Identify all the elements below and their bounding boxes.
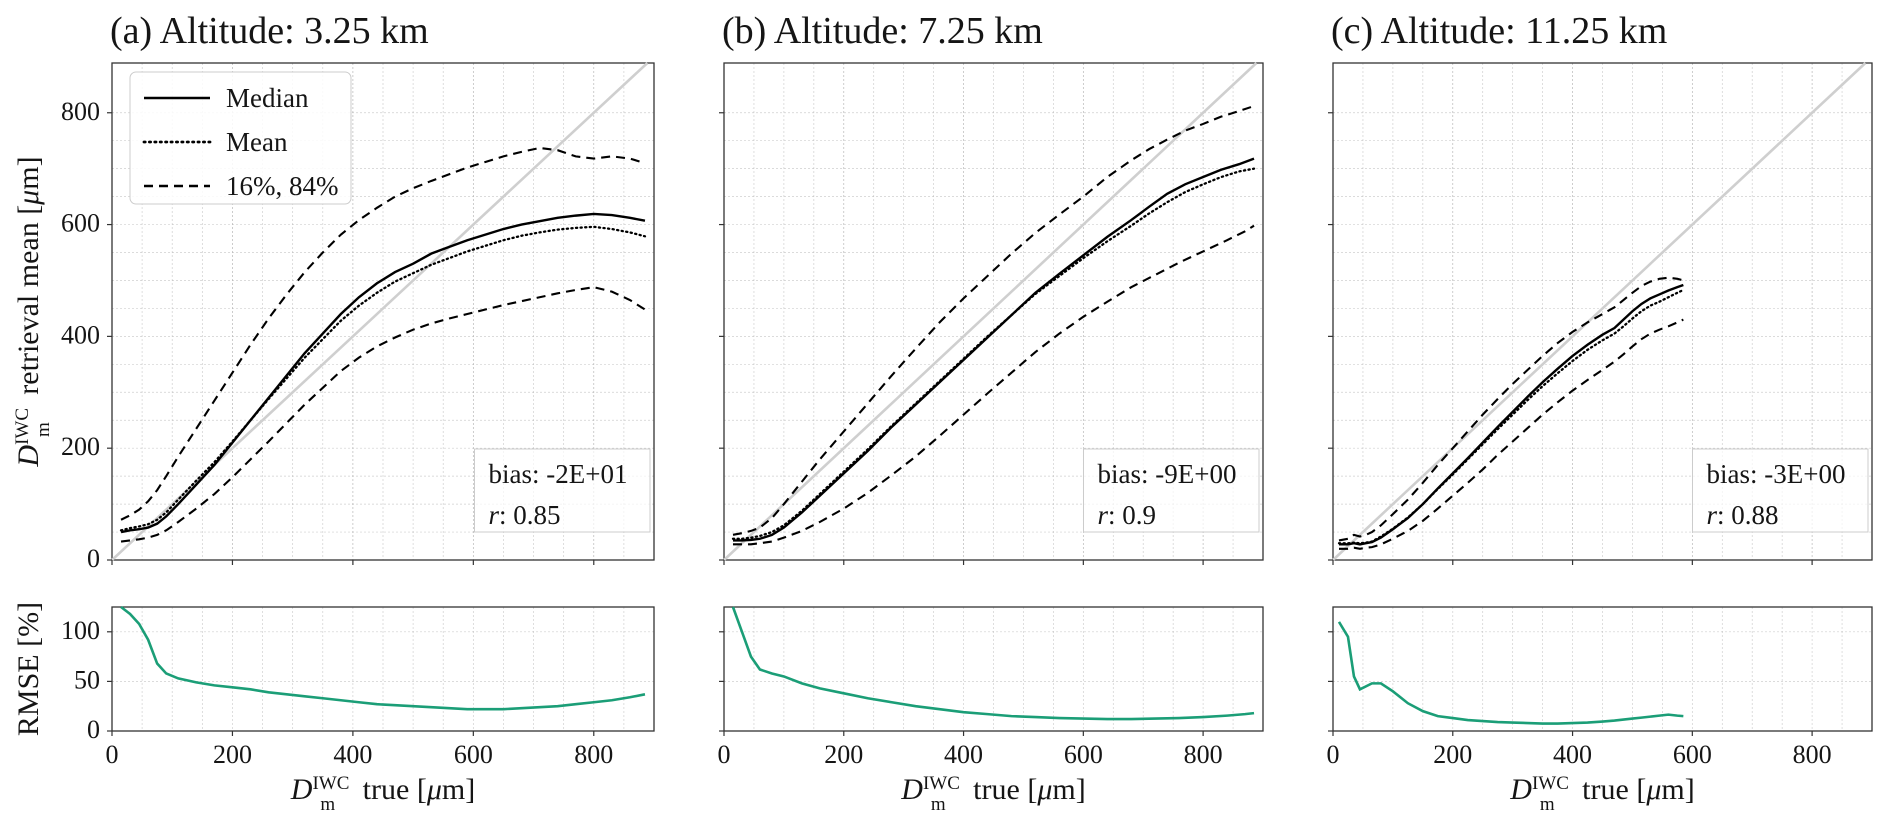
svg-text:0: 0 [87, 715, 100, 744]
svg-text:600: 600 [1064, 740, 1103, 769]
svg-text:800: 800 [574, 740, 613, 769]
svg-text:bias: -9E+00: bias: -9E+00 [1098, 459, 1237, 489]
svg-text:0: 0 [87, 544, 100, 573]
svg-text:400: 400 [333, 740, 372, 769]
svg-text:200: 200 [1433, 740, 1472, 769]
svg-text:(b) Altitude: 7.25 km: (b) Altitude: 7.25 km [722, 10, 1043, 52]
svg-text:200: 200 [61, 432, 100, 461]
svg-text:200: 200 [213, 740, 252, 769]
svg-text:(c) Altitude: 11.25 km: (c) Altitude: 11.25 km [1331, 10, 1667, 52]
svg-text:600: 600 [1673, 740, 1712, 769]
svg-text:600: 600 [454, 740, 493, 769]
svg-text:RMSE [%]: RMSE [%] [12, 602, 45, 736]
svg-text:800: 800 [1184, 740, 1223, 769]
svg-text:400: 400 [61, 320, 100, 349]
svg-text:bias: -3E+00: bias: -3E+00 [1707, 459, 1846, 489]
svg-text:Mean: Mean [226, 127, 288, 157]
svg-text:800: 800 [61, 97, 100, 126]
svg-text:400: 400 [1553, 740, 1592, 769]
svg-text:0: 0 [1327, 740, 1340, 769]
svg-text:bias: -2E+01: bias: -2E+01 [489, 459, 628, 489]
svg-text:400: 400 [944, 740, 983, 769]
svg-text:50: 50 [74, 665, 100, 694]
svg-text:0: 0 [718, 740, 731, 769]
svg-text:0: 0 [106, 740, 119, 769]
svg-text:Median: Median [226, 83, 309, 113]
svg-text:(a) Altitude: 3.25 km: (a) Altitude: 3.25 km [110, 10, 429, 52]
svg-text:r: 0.85: r: 0.85 [489, 500, 561, 530]
svg-text:200: 200 [824, 740, 863, 769]
svg-text:r: 0.9: r: 0.9 [1098, 500, 1157, 530]
svg-text:800: 800 [1793, 740, 1832, 769]
svg-text:100: 100 [61, 616, 100, 645]
svg-text:r: 0.88: r: 0.88 [1707, 500, 1779, 530]
svg-text:16%, 84%: 16%, 84% [226, 171, 338, 201]
svg-text:600: 600 [61, 209, 100, 238]
